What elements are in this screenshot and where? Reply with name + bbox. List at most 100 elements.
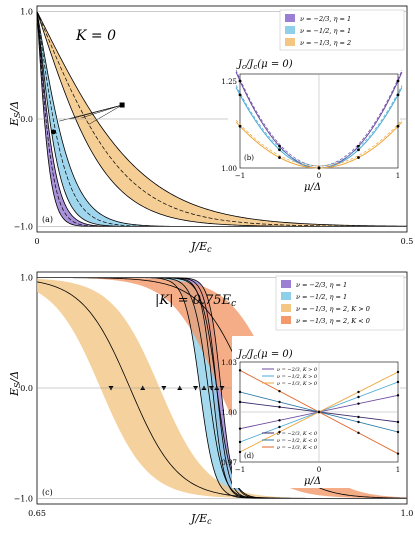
panel-a-legend: ν = −2/3, η = 1 ν = −1/2, η = 1 ν = −1/3, …: [279, 9, 405, 51]
d-y-tick: 0.97: [221, 459, 237, 467]
panel-a: 1.00.0−1.00 0.5 ES/Δ J/Ec K = 0 (a) ν = −…: [8, 5, 414, 254]
c-series-band-2: [37, 278, 407, 499]
d-legend-bottom-label-0: ν = −2/3, K < 0: [277, 431, 318, 437]
d-point-2-1: [278, 430, 281, 434]
d-point-1-0: [238, 440, 242, 444]
panel-c-xlabel: J/Ec: [189, 512, 212, 526]
panel-b-title: Jc/Jc(μ = 0): [236, 59, 293, 71]
d-point-0-4: [396, 394, 400, 397]
b-x-tick: −1: [235, 172, 245, 180]
d-x-tick: 1: [396, 466, 400, 474]
c-legend-swatch-2: [281, 304, 291, 312]
d-point-5-3: [357, 431, 360, 435]
b-x-tick: 1: [396, 172, 400, 180]
d-x-tick: −1: [235, 466, 245, 474]
b-point-2-4: [396, 124, 400, 128]
d-point-0-0: [238, 427, 242, 430]
d-point-1-1: [278, 425, 281, 429]
c-y-tick-label: −1.0: [14, 494, 33, 503]
panel-b-inset: Jc/Jc(μ = 0) 1.25 1.00−1 0 1 (b) μ/Δ: [221, 52, 403, 202]
d-point-3-1: [278, 405, 281, 409]
panel-a-title: K = 0: [75, 28, 116, 44]
d-point-4-1: [278, 400, 281, 404]
panel-c-title: |K| = 0.75Ec: [155, 293, 236, 309]
b-point-2-2: [317, 166, 321, 170]
b-point-2-0: [238, 124, 242, 128]
marker-circle: [50, 129, 56, 135]
b-point-2-1: [278, 156, 281, 159]
d-point-4-4: [396, 430, 400, 434]
b-point-1-0: [238, 93, 242, 97]
b-point-1-1: [278, 148, 281, 152]
panel-c-ylabel: ES/Δ: [8, 371, 22, 397]
c-legend-label-2: ν = −1/3, η = 2, K > 0: [296, 305, 370, 313]
d-point-4-3: [357, 420, 360, 424]
legend-label-0: ν = −2/3, η = 1: [300, 15, 351, 23]
legend-label-1: ν = −1/2, η = 1: [300, 27, 351, 35]
c-legend-box: [275, 275, 405, 331]
legend-label-2: ν = −1/3, η = 2: [300, 39, 351, 47]
d-point-1-3: [357, 395, 360, 399]
panel-a-xlabel: J/Ec: [189, 240, 212, 254]
d-y-tick: 1.03: [221, 359, 237, 367]
c-x-tick-label: 1.0: [401, 509, 414, 518]
series-band-1: [37, 11, 407, 227]
d-y-tick: 1.00: [221, 409, 237, 417]
c-series-band-1: [37, 277, 407, 499]
series-center-2: [36, 11, 408, 227]
c-y-tick-label: 1.0: [20, 274, 33, 283]
d-legend-bottom-label-2: ν = −1/3, K < 0: [277, 445, 318, 451]
d-point-3-0: [238, 400, 242, 404]
d-point-5-0: [238, 369, 242, 372]
d-legend-top-label-1: ν = −1/2, K > 0: [277, 374, 318, 380]
panel-b-xlabel: μ/Δ: [304, 182, 321, 193]
b-point-1-3: [357, 148, 360, 152]
b-x-tick: 0: [317, 172, 321, 180]
d-point-2-3: [357, 390, 360, 394]
b-y-tick: 1.00: [221, 165, 237, 173]
d-legend-top-label-0: ν = −2/3, K > 0: [277, 367, 318, 373]
series-band-2: [37, 11, 407, 227]
x-tick-label: 0.5: [401, 237, 414, 246]
d-point-0-1: [278, 419, 281, 422]
c-legend-swatch-3: [281, 316, 291, 324]
legend-swatch-2: [285, 38, 295, 46]
series-edge-high-2: [36, 11, 408, 227]
d-point-2-4: [396, 370, 400, 374]
legend-box: [279, 9, 405, 51]
c-legend-label-1: ν = −1/2, η = 1: [296, 293, 347, 301]
legend-swatch-0: [285, 14, 295, 22]
d-point-1-4: [396, 380, 400, 384]
c-legend-swatch-0: [281, 280, 291, 288]
legend-swatch-1: [285, 26, 295, 34]
b-point-1-4: [396, 93, 400, 97]
c-legend-swatch-1: [281, 292, 291, 300]
d-point-5-4: [396, 452, 400, 455]
y-tick-label: 1.0: [20, 7, 33, 16]
d-point-4-0: [238, 390, 242, 394]
b-y-tick: 1.25: [221, 78, 237, 86]
d-point-5-1: [278, 389, 281, 393]
arrow-line-0: [81, 104, 123, 119]
panel-c: 1.0 0.0 −1.0 0.65 1.0 ES/Δ J/Ec |K| = 0.75Ec…: [8, 271, 414, 526]
d-point-0-3: [357, 402, 360, 405]
c-x-tick-label: 0.65: [28, 509, 46, 518]
x-tick-label: 0: [34, 237, 39, 246]
c-y-tick-label: 0.0: [20, 384, 33, 393]
panel-a-label: (a): [42, 215, 53, 224]
c-legend-label-0: ν = −2/3, η = 1: [296, 281, 347, 289]
b-point-2-3: [357, 156, 360, 159]
c-series-center-3: [36, 277, 408, 499]
panel-d-xlabel: μ/Δ: [304, 476, 321, 487]
panel-d-title: Jc/Jc(μ = 0): [236, 349, 293, 361]
d-point-3-4: [396, 420, 400, 424]
arrow-line-3: [88, 104, 123, 125]
panel-b-label: (b): [244, 154, 254, 162]
panel-c-legend: ν = −2/3, η = 1 ν = −1/2, η = 1 ν = −1/3, …: [275, 275, 405, 331]
panel-c-label: (c): [42, 488, 53, 497]
arrow-line-2: [59, 104, 123, 122]
b-point-0-4: [396, 79, 400, 83]
c-legend-label-3: ν = −1/3, η = 2, K < 0: [296, 317, 370, 325]
d-legend-bottom-label-1: ν = −1/2, K < 0: [277, 438, 318, 444]
